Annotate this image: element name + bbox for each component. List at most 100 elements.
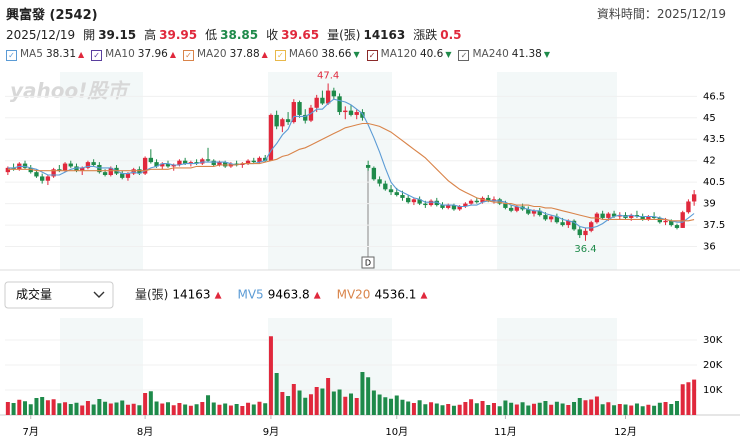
x-tick-label: 9月 xyxy=(263,426,279,438)
volume-bar xyxy=(434,403,439,415)
volume-bar xyxy=(537,402,542,415)
volume-bar xyxy=(188,405,193,415)
ma-trend: ▲ xyxy=(261,50,268,59)
candle-body xyxy=(331,90,337,97)
data-time: 資料時間：2025/12/19 xyxy=(596,7,726,21)
volume-bar xyxy=(560,403,565,415)
ma-trend: ▼ xyxy=(445,50,452,59)
volume-bar xyxy=(360,372,365,415)
volume-bar xyxy=(383,397,388,415)
volume-bar xyxy=(480,401,485,415)
ma-checkbox[interactable]: ✓ xyxy=(458,50,470,61)
volume-bar xyxy=(211,402,216,415)
candle-body xyxy=(308,107,314,121)
event-marker[interactable] xyxy=(361,256,375,269)
volume-bar xyxy=(532,403,537,415)
candle-body xyxy=(508,207,514,211)
volume-bar xyxy=(171,405,176,415)
candle-body xyxy=(74,166,79,171)
quote-item: 漲跌 0.5 xyxy=(413,28,461,42)
candle-body xyxy=(177,160,182,165)
candle-body xyxy=(62,163,68,171)
candle-body xyxy=(486,197,491,201)
ma-item: ✓ MA20 37.88 ▲ xyxy=(182,48,268,61)
candle-body xyxy=(491,199,497,201)
x-tick-label: 10月 xyxy=(385,426,408,438)
volume-bar xyxy=(57,403,62,415)
volume-bar xyxy=(463,402,468,415)
volume-bar xyxy=(80,405,85,415)
candle-body xyxy=(371,167,377,180)
volume-bar xyxy=(17,399,22,415)
candle-body xyxy=(411,199,417,203)
y-tick-label: 45 xyxy=(703,113,716,124)
candle-body xyxy=(383,183,388,190)
candle-body xyxy=(314,97,319,108)
candle-body xyxy=(211,160,216,165)
volume-bar xyxy=(469,399,474,415)
candle-body xyxy=(245,160,251,164)
candle-body xyxy=(394,192,399,196)
volume-bar xyxy=(680,384,685,415)
volume-bar xyxy=(297,390,302,415)
volume-bar xyxy=(657,402,662,415)
candle-body xyxy=(480,197,485,203)
ma-checkbox[interactable]: ✓ xyxy=(366,50,378,61)
candle-body xyxy=(537,210,542,216)
volume-bar xyxy=(268,336,273,415)
quote-value: 38.85 xyxy=(220,28,259,42)
candle-body xyxy=(440,205,445,208)
candle-body xyxy=(663,220,668,223)
volume-bar xyxy=(348,393,354,415)
volume-bar xyxy=(612,405,617,415)
candle-body xyxy=(40,176,45,181)
volume-bar xyxy=(28,404,33,415)
volume-bar xyxy=(389,398,394,415)
volume-bar xyxy=(400,399,405,415)
volume-bar xyxy=(160,403,165,415)
volume-selector[interactable] xyxy=(4,281,114,309)
candle-body xyxy=(297,102,302,115)
candle-body xyxy=(22,163,28,168)
volume-bar xyxy=(51,399,56,415)
candle-body xyxy=(526,209,531,214)
volume-bar xyxy=(97,399,102,415)
volume-bar xyxy=(440,405,445,415)
volume-bar xyxy=(326,378,331,415)
volume-bar xyxy=(177,403,182,415)
candle-body xyxy=(343,110,348,113)
candle-body xyxy=(365,164,371,168)
volume-bar xyxy=(497,406,502,415)
ma-checkbox[interactable]: ✓ xyxy=(274,50,286,61)
volume-bar xyxy=(257,401,262,415)
ma-checkbox[interactable]: ✓ xyxy=(6,50,17,61)
ma-checkbox[interactable]: ✓ xyxy=(91,50,103,61)
volume-bar xyxy=(520,402,525,415)
y-tick-label: 10K xyxy=(703,385,723,396)
candle-body xyxy=(80,167,85,171)
candle-body xyxy=(148,157,154,163)
ma-name: MA240 xyxy=(472,48,509,60)
volume-bar xyxy=(331,391,336,415)
ma-item: ✓ MA60 38.66 ▼ xyxy=(274,48,360,61)
candle-body xyxy=(120,173,125,178)
volume-bar xyxy=(474,403,479,415)
quote-row: 2025/12/19 開 39.15 高 39.95 低 38.85 收 39.65 量(張) 14… xyxy=(6,26,470,43)
quote-label: 低 xyxy=(205,28,218,42)
volume-legend-name: MV20 xyxy=(337,288,371,302)
candle-body xyxy=(566,220,571,226)
ma-name: MA20 xyxy=(196,48,227,60)
volume-bar xyxy=(280,392,285,415)
ma-checkbox[interactable]: ✓ xyxy=(182,50,194,61)
watermark: yahoo!股市 xyxy=(10,79,130,103)
candle-body xyxy=(560,222,565,226)
candle-body xyxy=(617,215,622,217)
y-tick-label: 46.5 xyxy=(703,91,725,102)
volume-bar xyxy=(451,405,456,415)
quote-item: 量(張) 14163 xyxy=(327,28,405,42)
volume-bar xyxy=(429,402,434,415)
quote-date: 2025/12/19 xyxy=(6,28,76,42)
candle-body xyxy=(45,176,51,181)
volume-bar xyxy=(154,401,159,415)
